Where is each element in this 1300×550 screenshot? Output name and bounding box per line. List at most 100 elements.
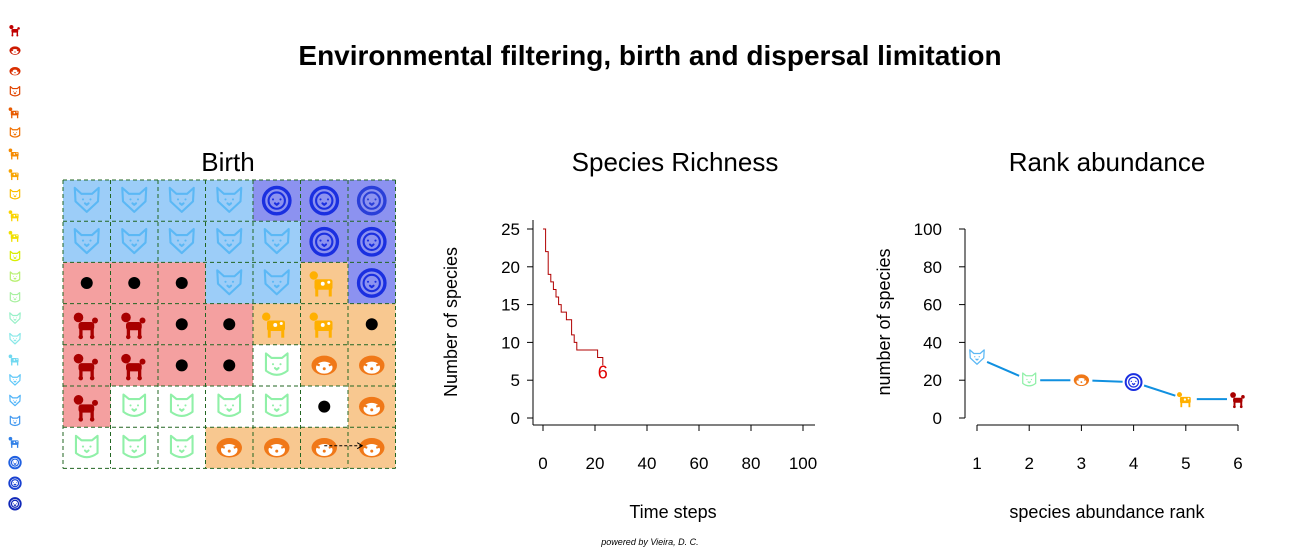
strip-species-8-icon	[8, 169, 19, 181]
y-tick-label: 15	[501, 296, 520, 315]
strip-species-20-icon	[9, 415, 21, 427]
strip-species-23-icon	[8, 476, 22, 490]
grid-cell-dog-icon	[73, 312, 98, 340]
grid-cell-cat-icon	[122, 393, 147, 418]
strip-species-19-icon	[9, 394, 21, 407]
strip-species-12-icon	[9, 250, 21, 262]
rank-title: Rank abundance	[1009, 147, 1206, 177]
grid-cell-wolf-icon	[216, 228, 243, 255]
grid-cell-dog-icon	[121, 312, 146, 340]
grid-cell-wolf-icon	[216, 269, 243, 296]
grid-cell-bg	[158, 221, 206, 263]
grid-cell-cat-icon	[74, 434, 99, 459]
strip-species-13-icon	[9, 271, 21, 282]
grid-cell-bg	[158, 427, 206, 469]
grid-cell-bg	[253, 386, 301, 428]
strip-species-11-icon	[8, 230, 19, 242]
x-tick-label: 40	[638, 454, 657, 473]
grid-cell-bg	[205, 262, 253, 304]
rank-point-lion-icon	[1124, 373, 1143, 392]
x-tick-label: 2	[1024, 454, 1033, 473]
rank-line-segment	[1092, 379, 1123, 383]
x-tick-label: 60	[690, 454, 709, 473]
x-tick-label: 6	[1233, 454, 1242, 473]
main-title: Environmental filtering, birth and dispe…	[298, 40, 1002, 71]
grid-cell-wolf-icon	[216, 186, 243, 213]
grid-cell-cat-icon	[264, 352, 289, 376]
strip-species-7-icon	[8, 148, 19, 160]
grid-cell-wolf-icon	[168, 186, 195, 213]
x-tick-label: 3	[1077, 454, 1086, 473]
richness-line	[543, 228, 604, 366]
grid-cell-wolf-icon	[263, 269, 290, 296]
strip-species-24-icon	[8, 497, 22, 511]
grid-cell-fox-icon	[311, 438, 337, 458]
x-tick-label: 100	[789, 454, 817, 473]
x-tick-label: 0	[538, 454, 547, 473]
grid-cell-dog-icon	[121, 353, 146, 381]
grid-cell-wolf-icon	[73, 186, 100, 213]
grid-cell-wolf-icon	[73, 228, 100, 255]
strip-species-16-icon	[9, 332, 21, 345]
rank-point-cow-icon	[1176, 392, 1191, 408]
grid-cell-lion-icon	[261, 185, 292, 216]
strip-species-14-icon	[9, 292, 21, 303]
rank-point-cat-icon	[1022, 372, 1037, 387]
grid-cell-empty-spot	[223, 359, 236, 372]
grid-cell-empty-spot	[318, 400, 331, 413]
species-color-strip	[8, 24, 22, 511]
grid-cell-bg	[158, 386, 206, 428]
grid-cell-cat-icon	[169, 393, 194, 418]
grid-cell-empty-spot	[175, 318, 188, 331]
grid-cell-fox-icon	[359, 355, 385, 376]
grid-cell-wolf-icon	[121, 186, 148, 213]
grid-cell-lion-icon	[309, 226, 340, 257]
grid-cell-bg	[205, 180, 253, 222]
dispersal-arrow-head	[356, 442, 364, 450]
grid-cell-empty-spot	[80, 277, 93, 289]
x-tick-label: 1	[972, 454, 981, 473]
grid-cell-fox-icon	[264, 438, 290, 458]
grid-cell-bg	[110, 180, 158, 222]
strip-species-10-icon	[8, 210, 19, 222]
strip-species-22-icon	[8, 455, 22, 470]
rank-line-segment	[1143, 384, 1176, 397]
grid-cell-bg	[63, 427, 111, 469]
grid-cell-bg	[253, 262, 301, 304]
grid-cell-fox-icon	[359, 438, 385, 458]
richness-y-label: Number of species	[441, 247, 461, 397]
richness-end-label: 6	[598, 363, 608, 383]
grid-cell-fox-icon	[216, 438, 242, 458]
y-tick-label: 20	[501, 258, 520, 277]
y-tick-label: 0	[511, 409, 520, 428]
grid-cell-empty-spot	[175, 359, 188, 372]
y-tick-label: 5	[511, 371, 520, 390]
birth-title: Birth	[201, 147, 254, 177]
grid-cell-cat-icon	[122, 434, 147, 459]
x-tick-label: 5	[1181, 454, 1190, 473]
grid-cell-empty-spot	[223, 318, 236, 331]
grid-cell-bg	[110, 221, 158, 263]
grid-cell-bg	[63, 180, 111, 222]
richness-x-label: Time steps	[629, 502, 716, 522]
grid-cell-lion-icon	[356, 268, 387, 298]
y-tick-label: 25	[501, 220, 520, 239]
grid-cell-cat-icon	[217, 393, 242, 418]
strip-species-17-icon	[8, 354, 19, 366]
grid-cell-cat-icon	[169, 434, 194, 459]
y-tick-label: 20	[923, 371, 942, 390]
grid-cell-lion2-icon	[356, 185, 387, 216]
rank-point-fox-icon	[1073, 374, 1090, 387]
grid-cell-wolf-icon	[168, 228, 195, 255]
strip-species-21-icon	[8, 436, 19, 448]
grid-cell-fox-icon	[311, 355, 337, 376]
grid-cell-empty-spot	[175, 277, 188, 289]
y-tick-label: 0	[933, 409, 942, 428]
strip-species-6-icon	[9, 127, 21, 138]
rank-x-label: species abundance rank	[1009, 502, 1205, 522]
strip-species-2-icon	[9, 46, 21, 55]
x-tick-label: 4	[1129, 454, 1138, 473]
